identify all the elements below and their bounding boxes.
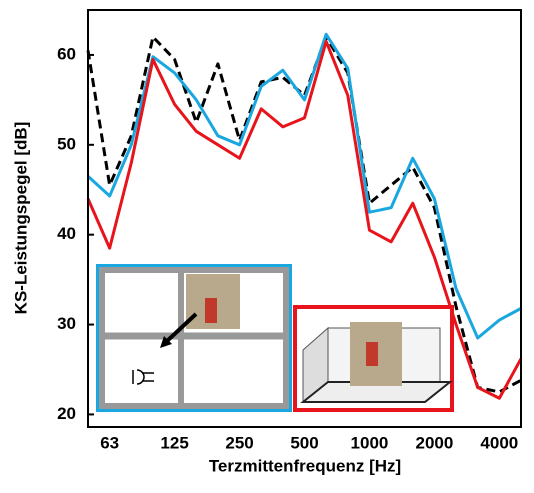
x-tick-label: 250 — [225, 433, 253, 452]
series-line — [86, 32, 522, 340]
y-tick-label: 30 — [57, 314, 76, 333]
inset-arrow — [164, 312, 198, 344]
insets — [96, 264, 454, 412]
series-line — [86, 35, 522, 394]
inset-ear — [132, 369, 154, 385]
x-tick-label: 2000 — [415, 433, 453, 452]
inset-pump2 — [366, 342, 378, 366]
inset-pump — [205, 298, 217, 323]
y-tick-label: 20 — [57, 404, 76, 423]
y-tick-label: 40 — [57, 224, 76, 243]
x-tick-label: 125 — [160, 433, 188, 452]
plot-area: 20 30 40 50 60 63 125 250 500 1000 2000 4000 — [57, 32, 523, 452]
y-tick-label: 60 — [57, 44, 76, 63]
x-tick-label: 500 — [290, 433, 318, 452]
y-axis-label: KS-Leistungspegel [dB] — [11, 122, 30, 315]
series-line — [86, 39, 523, 400]
inset-arrowhead — [160, 336, 172, 348]
x-tick-label: 4000 — [480, 433, 518, 452]
y-tick-label: 50 — [57, 134, 76, 153]
plot-frame — [87, 9, 522, 428]
x-axis-label: Terzmittenfrequenz [Hz] — [209, 456, 401, 475]
x-tick-label: 63 — [100, 433, 119, 452]
x-tick-label: 1000 — [351, 433, 389, 452]
inset-base — [300, 381, 453, 403]
